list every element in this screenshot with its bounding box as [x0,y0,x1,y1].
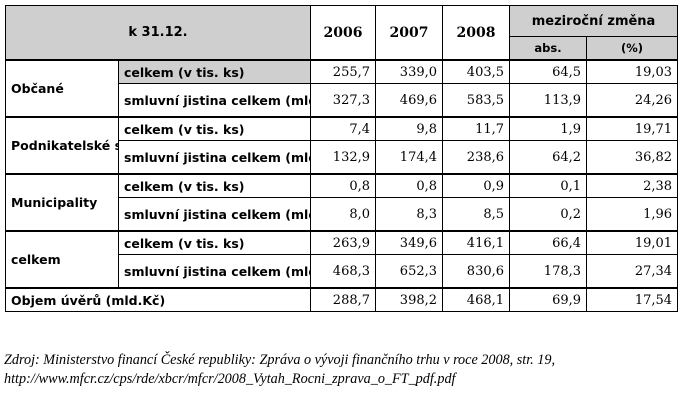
row-label: smluvní jistina celkem (mld. Kč) [117,83,312,118]
row-label: celkem (v tis. ks) [117,116,312,141]
value-cell: 0,8 [310,173,377,198]
value-cell: 8,3 [375,197,444,232]
value-cell: 468,3 [310,254,377,289]
value-cell: 19,01 [586,230,679,255]
date-header: k 31.12. [4,5,312,61]
value-cell: 238,6 [442,140,511,175]
group-label-municipality: Municipality [5,173,119,232]
group-label-obcane: Občané [5,59,119,118]
value-cell: 0,8 [375,173,444,198]
table-row: Podnikatelské subjekty celkem (v tis. ks… [5,116,679,175]
abs-header: abs. [509,36,588,61]
table-row: smluvní jistina celkem (mld. Kč) 132,9 1… [6,140,679,175]
year-header-2006: 2006 [310,5,377,61]
value-cell: 2,38 [586,173,679,198]
table-row: celkem celkem (v tis. ks) 263,9 349,6 41… [5,230,679,289]
value-cell: 652,3 [375,254,444,289]
value-cell: 0,2 [509,197,588,232]
value-cell: 27,34 [586,254,679,289]
value-cell: 0,9 [442,173,511,198]
value-cell: 339,0 [375,59,444,84]
total-label: Objem úvěrů (mld.Kč) [4,287,312,312]
source-citation: Zdroj: Ministerstvo financí České republ… [4,351,684,389]
value-cell: 469,6 [375,83,444,118]
value-cell: 255,7 [310,59,377,84]
value-cell: 403,5 [442,59,511,84]
value-cell: 24,26 [586,83,679,118]
change-header: meziroční změna [509,5,679,37]
value-cell: 174,4 [375,140,444,175]
row-label: smluvní jistina celkem (mld. Kč) [117,254,312,289]
row-label: celkem (v tis. ks) [117,230,312,255]
value-cell: 36,82 [586,140,679,175]
value-cell: 178,3 [509,254,588,289]
value-cell: 19,71 [586,116,679,141]
table-row: Municipality celkem (v tis. ks) 0,8 0,8 … [5,173,679,232]
table-row: smluvní jistina celkem (mld. Kč) 468,3 6… [6,254,679,289]
value-cell: 398,2 [375,287,444,312]
value-cell: 1,96 [586,197,679,232]
group-label-celkem: celkem [5,230,119,289]
value-cell: 349,6 [375,230,444,255]
value-cell: 132,9 [310,140,377,175]
value-cell: 113,9 [509,83,588,118]
value-cell: 11,7 [442,116,511,141]
row-label: smluvní jistina celkem (mld. Kč) [117,197,312,232]
statistics-table: k 31.12. 2006 2007 2008 meziroční změna … [4,5,679,312]
value-cell: 327,3 [310,83,377,118]
value-cell: 1,9 [509,116,588,141]
value-cell: 9,8 [375,116,444,141]
table-row: smluvní jistina celkem (mld. Kč) 327,3 4… [6,83,679,118]
value-cell: 64,5 [509,59,588,84]
value-cell: 64,2 [509,140,588,175]
source-url[interactable]: http://www.mfcr.cz/cps/rde/xbcr/mfcr/200… [4,371,456,387]
value-cell: 288,7 [310,287,377,312]
value-cell: 7,4 [310,116,377,141]
value-cell: 19,03 [586,59,679,84]
value-cell: 0,1 [509,173,588,198]
pct-header: (%) [586,36,679,61]
value-cell: 583,5 [442,83,511,118]
group-label-podnikatelske: Podnikatelské subjekty [5,116,119,175]
year-header-2007: 2007 [375,5,444,61]
source-line-1: Zdroj: Ministerstvo financí České republ… [4,352,556,368]
value-cell: 8,5 [442,197,511,232]
row-label: celkem (v tis. ks) [117,59,312,84]
value-cell: 416,1 [442,230,511,255]
row-label: smluvní jistina celkem (mld. Kč) [117,140,312,175]
value-cell: 830,6 [442,254,511,289]
value-cell: 69,9 [509,287,588,312]
value-cell: 263,9 [310,230,377,255]
year-header-2008: 2008 [442,5,511,61]
table-row: smluvní jistina celkem (mld. Kč) 8,0 8,3… [6,197,679,232]
value-cell: 66,4 [509,230,588,255]
row-label: celkem (v tis. ks) [117,173,312,198]
value-cell: 8,0 [310,197,377,232]
table-row-total: Objem úvěrů (mld.Kč) 288,7 398,2 468,1 6… [4,287,679,312]
table-row: Občané celkem (v tis. ks) 255,7 339,0 40… [5,59,679,118]
value-cell: 17,54 [586,287,679,312]
value-cell: 468,1 [442,287,511,312]
